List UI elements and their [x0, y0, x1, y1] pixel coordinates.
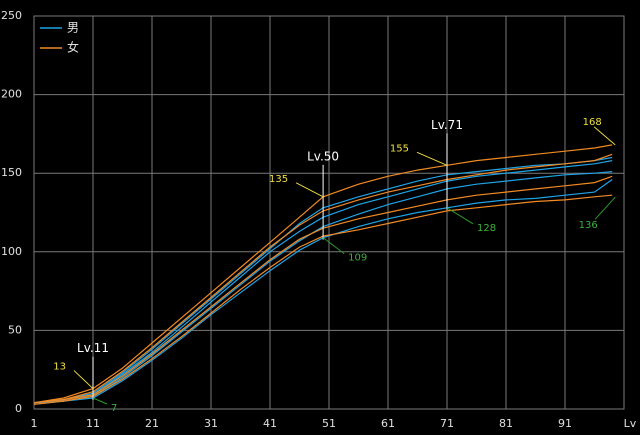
x-tick-label: 71	[440, 417, 454, 430]
max-label: 13	[53, 362, 66, 373]
max-leader	[295, 182, 324, 198]
x-tick-label: 41	[263, 417, 277, 430]
y-tick-label: 100	[1, 245, 22, 258]
min-leader	[446, 207, 474, 225]
min-label: 128	[477, 223, 496, 234]
min-label: 109	[348, 253, 367, 264]
max-label: 168	[583, 117, 602, 128]
x-tick-label: 1	[31, 417, 38, 430]
min-leader	[322, 237, 345, 255]
x-axis-label: Lv	[624, 417, 637, 430]
x-tick-label: 11	[86, 417, 100, 430]
x-tick-label: 31	[204, 417, 218, 430]
max-leader	[593, 126, 616, 146]
x-tick-label: 61	[381, 417, 395, 430]
marker-label: Lv.50	[307, 149, 339, 163]
marker-label: Lv.71	[431, 118, 463, 132]
y-tick-label: 0	[15, 402, 22, 415]
y-tick-label: 250	[1, 9, 22, 22]
y-tick-label: 150	[1, 166, 22, 179]
min-label: 136	[579, 220, 598, 231]
min-leader	[92, 397, 108, 405]
max-label: 135	[269, 174, 288, 185]
legend-label: 男	[67, 21, 79, 35]
marker-label: Lv.11	[77, 341, 109, 355]
max-leader	[416, 151, 448, 166]
y-tick-label: 50	[8, 323, 22, 336]
y-tick-label: 200	[1, 88, 22, 101]
x-tick-label: 21	[145, 417, 159, 430]
max-leader	[73, 370, 94, 389]
legend-label: 女	[67, 40, 79, 55]
min-leader	[594, 196, 616, 220]
max-label: 155	[390, 143, 409, 154]
x-tick-label: 91	[558, 417, 572, 430]
x-tick-label: 81	[499, 417, 513, 430]
x-tick-label: 51	[322, 417, 336, 430]
min-label: 7	[111, 403, 117, 414]
